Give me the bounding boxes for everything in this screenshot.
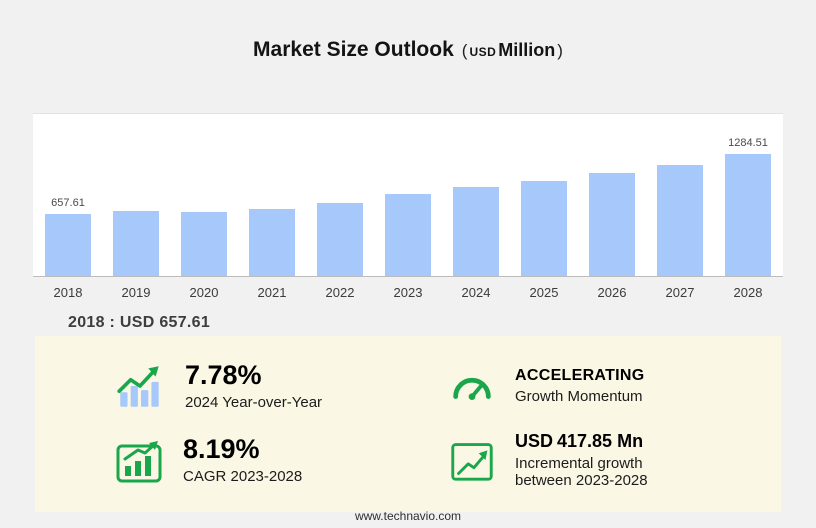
bar [725,154,771,276]
bar-column [317,186,363,276]
base-year-value: 2018 : USD 657.61 [68,314,211,331]
x-axis-label: 2022 [325,285,355,300]
incremental-caption-line2: between 2023-2028 [515,472,648,489]
x-axis-label: 2019 [121,285,151,300]
incremental-amount: 417.85 Mn [557,431,644,451]
bar [113,211,159,276]
page-title: Market Size Outlook (USD Million) [0,38,816,62]
bar [589,173,635,276]
yoy-caption: 2024 Year-over-Year [185,393,323,411]
unit-close-paren: ) [557,41,563,60]
stat-growth-momentum: ACCELERATING Growth Momentum [447,361,781,411]
bar [657,165,703,276]
cagr-chart-icon [113,434,165,486]
bar [249,209,295,276]
bar-column [589,156,635,276]
incremental-growth-chart-icon [447,435,497,485]
growth-bars-arrow-icon [113,359,167,413]
bar-column [385,177,431,276]
stat-yoy-growth: 7.78% 2024 Year-over-Year [113,359,447,413]
x-axis-label: 2020 [189,285,219,300]
stat-incremental-growth: USD 417.85 Mn Incremental growth between … [447,431,781,489]
incremental-text: USD 417.85 Mn Incremental growth between … [515,431,648,489]
x-axis-label: 2021 [257,285,287,300]
incremental-caption-line1: Incremental growth [515,455,643,472]
cagr-caption: CAGR 2023-2028 [183,467,303,485]
bar-column: 657.61 [45,197,91,276]
incremental-currency: USD [515,431,554,451]
bar-column [657,148,703,276]
momentum-title: ACCELERATING [515,367,645,384]
bar [317,203,363,276]
x-axis-label: 2023 [393,285,423,300]
bar-column [181,195,227,276]
bar [453,187,499,276]
x-axis-label: 2027 [665,285,695,300]
bar-column [113,194,159,276]
x-axis: 2018 2019 2020 2021 2022 2023 2024 2025 2026 2027… [33,285,783,300]
bar [45,214,91,276]
unit-open-paren: ( [461,41,468,60]
bar-column [249,192,295,276]
bar-column [453,170,499,276]
bar-value-label: 657.61 [51,197,85,209]
unit-word: Million [498,40,556,60]
cagr-text: 8.19% CAGR 2023-2028 [183,434,303,485]
bar-value-label: 1284.51 [728,137,768,149]
bar-column: 1284.51 [725,137,771,276]
stat-cagr: 8.19% CAGR 2023-2028 [113,434,447,486]
unit-currency: USD [469,45,497,59]
momentum-caption: Growth Momentum [515,388,643,405]
bar [181,212,227,276]
title-unit: (USD Million) [461,40,563,60]
market-size-chart: 657.61 1284.51 2018 2019 2020 2021 2022 2023 20… [33,113,783,300]
bar [521,181,567,276]
cagr-value: 8.19% [183,434,260,465]
x-axis-label: 2018 [53,285,83,300]
bar-column [521,164,567,276]
momentum-text: ACCELERATING Growth Momentum [515,367,645,405]
yoy-value: 7.78% [185,360,262,391]
x-axis-label: 2026 [597,285,627,300]
title-text: Market Size Outlook [253,38,454,61]
bar [385,194,431,276]
stats-panel: 7.78% 2024 Year-over-Year ACCELERATING G… [35,336,781,512]
incremental-value: USD 417.85 Mn [515,431,648,452]
x-axis-label: 2028 [733,285,763,300]
speedometer-icon [447,361,497,411]
website-url: www.technavio.com [354,509,462,523]
x-axis-label: 2025 [529,285,559,300]
bar-chart-plot: 657.61 1284.51 [33,113,783,277]
yoy-text: 7.78% 2024 Year-over-Year [185,360,323,411]
x-axis-label: 2024 [461,285,491,300]
